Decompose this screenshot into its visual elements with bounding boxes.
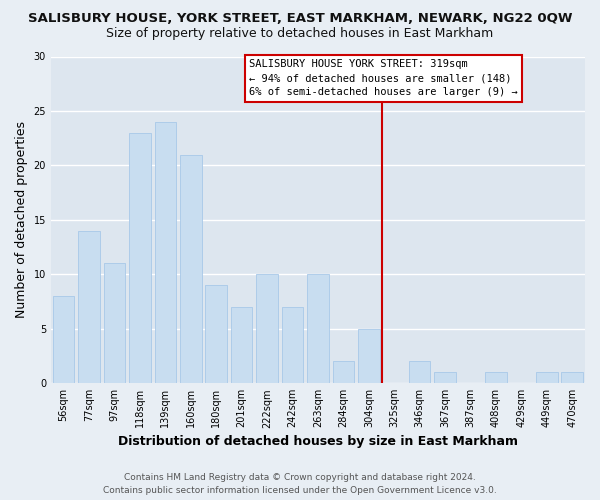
Bar bbox=[129, 132, 151, 383]
Bar bbox=[409, 362, 430, 383]
Bar bbox=[180, 154, 202, 383]
Bar bbox=[485, 372, 507, 383]
Bar bbox=[536, 372, 557, 383]
Bar bbox=[434, 372, 456, 383]
Bar bbox=[104, 264, 125, 383]
Text: SALISBURY HOUSE, YORK STREET, EAST MARKHAM, NEWARK, NG22 0QW: SALISBURY HOUSE, YORK STREET, EAST MARKH… bbox=[28, 12, 572, 26]
Bar bbox=[205, 285, 227, 383]
Text: Contains HM Land Registry data © Crown copyright and database right 2024.
Contai: Contains HM Land Registry data © Crown c… bbox=[103, 473, 497, 495]
Bar bbox=[307, 274, 329, 383]
Bar bbox=[562, 372, 583, 383]
Bar bbox=[53, 296, 74, 383]
Text: Size of property relative to detached houses in East Markham: Size of property relative to detached ho… bbox=[106, 28, 494, 40]
Bar bbox=[78, 230, 100, 383]
Text: SALISBURY HOUSE YORK STREET: 319sqm
← 94% of detached houses are smaller (148)
6: SALISBURY HOUSE YORK STREET: 319sqm ← 94… bbox=[249, 58, 518, 98]
Bar bbox=[332, 362, 354, 383]
Bar bbox=[282, 307, 304, 383]
Bar bbox=[231, 307, 253, 383]
Bar bbox=[155, 122, 176, 383]
Bar bbox=[358, 328, 380, 383]
Y-axis label: Number of detached properties: Number of detached properties bbox=[15, 122, 28, 318]
Bar bbox=[256, 274, 278, 383]
X-axis label: Distribution of detached houses by size in East Markham: Distribution of detached houses by size … bbox=[118, 434, 518, 448]
